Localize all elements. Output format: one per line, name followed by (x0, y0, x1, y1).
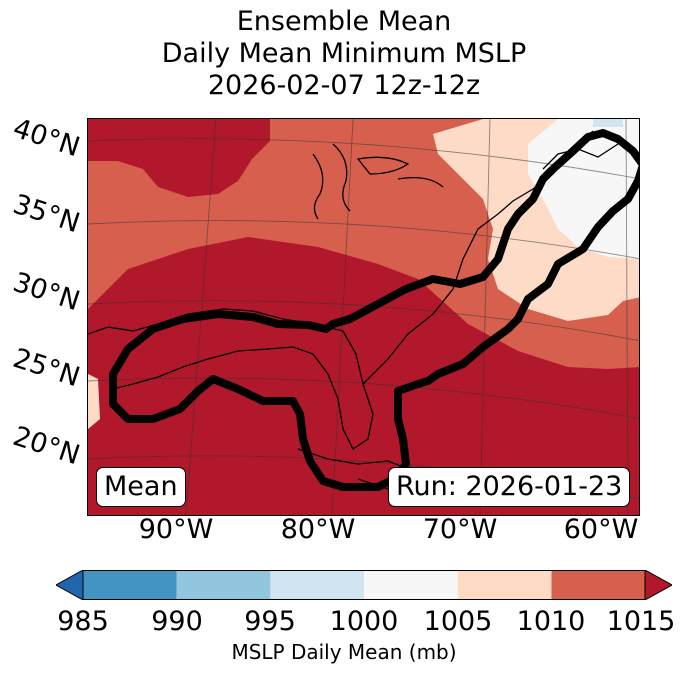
colorbar (56, 570, 672, 600)
lon-label-90w: 90°W (138, 514, 214, 545)
colorbar-bin-990-995 (176, 570, 271, 600)
lat-label-20: 20°N (9, 420, 84, 472)
map-panel (87, 118, 640, 516)
colorbar-bin-1005-1010 (457, 570, 552, 600)
mslp-fill-above-1015-south (88, 237, 639, 515)
colorbar-tick-985: 985 (57, 606, 109, 637)
colorbar-bin-985-990 (83, 570, 177, 600)
lat-label-25: 25°N (9, 342, 84, 394)
colorbar-label: MSLP Daily Mean (mb) (231, 640, 457, 664)
colorbar-tick-1010: 1010 (516, 606, 586, 637)
graticule (88, 119, 639, 515)
colorbar-tick-990: 990 (151, 606, 203, 637)
lat-label-35: 35°N (9, 188, 84, 240)
colorbar-tick-1005: 1005 (423, 606, 493, 637)
mslp-fill-1000-1005 (528, 119, 639, 259)
title-line-2: Daily Mean Minimum MSLP (161, 38, 527, 69)
mslp-fill-1005-1010-west (88, 374, 100, 429)
colorbar-bin-1010-1015 (551, 570, 645, 600)
title-line-3: 2026-02-07 12z-12z (207, 70, 481, 101)
colorbar-tick-1015: 1015 (606, 606, 676, 637)
lon-label-60w: 60°W (563, 514, 639, 545)
mslp-fill-995-1000 (593, 119, 623, 127)
colorbar-tick-995: 995 (244, 606, 296, 637)
colorbar-tick-1000: 1000 (329, 606, 399, 637)
lon-label-80w: 80°W (280, 514, 356, 545)
lat-label-30: 30°N (9, 266, 84, 318)
lat-label-40: 40°N (9, 112, 84, 164)
lon-label-70w: 70°W (422, 514, 498, 545)
title-line-1: Ensemble Mean (236, 6, 452, 37)
mean-badge: Mean (96, 467, 186, 507)
colorbar-extend-low (56, 570, 84, 600)
run-date-badge: Run: 2026-01-23 (388, 467, 631, 507)
colorbar-extend-high (644, 570, 672, 600)
colorbar-bin-1000-1005 (364, 570, 458, 600)
colorbar-bin-995-1000 (270, 570, 365, 600)
